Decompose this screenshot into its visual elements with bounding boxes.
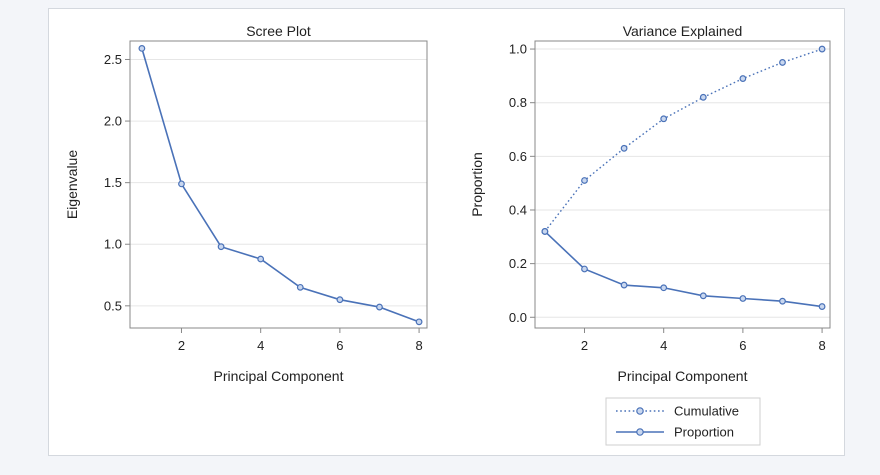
chart1-x-tick-label: 4 (257, 338, 264, 353)
chart2-cumulative-line (544, 48, 823, 232)
chart1-series-point (376, 303, 383, 311)
chart2-legend-proportion-label: Proportion (674, 425, 734, 440)
chart2-x-tick-label: 6 (739, 338, 746, 353)
chart2-title: Variance Explained (623, 23, 743, 39)
chart1-title: Scree Plot (246, 23, 311, 39)
chart1-x-tick-label: 6 (336, 338, 343, 353)
chart2-proportion-point (660, 284, 668, 292)
figure-panel (48, 8, 845, 456)
chart1-y-tick-label: 0.5 (104, 298, 122, 313)
chart1-y-tick-label: 1.0 (104, 237, 122, 252)
chart2-cumulative-point (620, 144, 628, 152)
chart1-x-tick-label: 2 (178, 338, 185, 353)
chart1-series-point (296, 283, 304, 291)
chart2-y-tick-label: 1.0 (509, 42, 527, 57)
chart2-proportion-point (739, 295, 747, 302)
chart2-proportion-point (581, 265, 588, 273)
chart2-cumulative-point (779, 59, 786, 66)
chart2-y-axis-label: Proportion (469, 152, 485, 217)
chart2-y-tick-label: 0.2 (509, 256, 527, 271)
chart2-proportion-point (699, 292, 707, 300)
chart2-y-tick-label: 0.6 (509, 149, 527, 164)
chart1-x-axis-label: Principal Component (214, 368, 344, 384)
chart2-legend-cumulative-label: Cumulative (674, 404, 739, 419)
chart2-proportion-point (541, 228, 549, 235)
chart2-legend-cumulative-marker (636, 407, 644, 415)
chart1-series-point (217, 243, 225, 251)
chart2-proportion-point (620, 281, 628, 289)
chart1-plot-frame (129, 40, 428, 329)
chart1-y-tick-label: 2.5 (104, 52, 122, 67)
chart2-y-tick-label: 0.4 (509, 202, 527, 217)
chart2-cumulative-point (581, 177, 588, 184)
chart2-x-axis-label: Principal Component (618, 368, 748, 384)
chart1-y-tick-label: 2.0 (104, 114, 122, 129)
chart2-y-tick-label: 0.8 (509, 95, 527, 110)
chart2-x-tick-label: 8 (818, 338, 825, 353)
chart1-series-line (141, 48, 420, 323)
chart2-x-tick-label: 4 (660, 338, 667, 353)
chart2-cumulative-point (739, 75, 747, 82)
chart1-series-point (336, 296, 344, 304)
chart2-legend-box (605, 397, 761, 446)
chart2-plot-frame (534, 40, 831, 329)
chart2-x-tick-label: 2 (581, 338, 588, 353)
chart2-proportion-point (818, 303, 826, 310)
chart1-y-axis-label: Eigenvalue (64, 150, 80, 219)
chart1-series-point (257, 255, 265, 263)
chart1-series-point (178, 180, 185, 188)
chart2-proportion-point (779, 297, 786, 305)
chart2-cumulative-point (699, 93, 707, 101)
chart1-series-point (138, 44, 146, 52)
chart2-proportion-line (544, 230, 823, 308)
chart1-series-point (415, 318, 423, 326)
chart2-cumulative-point (660, 115, 668, 123)
chart2-legend-proportion-marker (636, 428, 644, 436)
chart1-y-tick-label: 1.5 (104, 175, 122, 190)
chart1-x-tick-label: 8 (415, 338, 422, 353)
chart2-y-tick-label: 0.0 (509, 310, 527, 325)
chart2-cumulative-point (818, 45, 826, 53)
